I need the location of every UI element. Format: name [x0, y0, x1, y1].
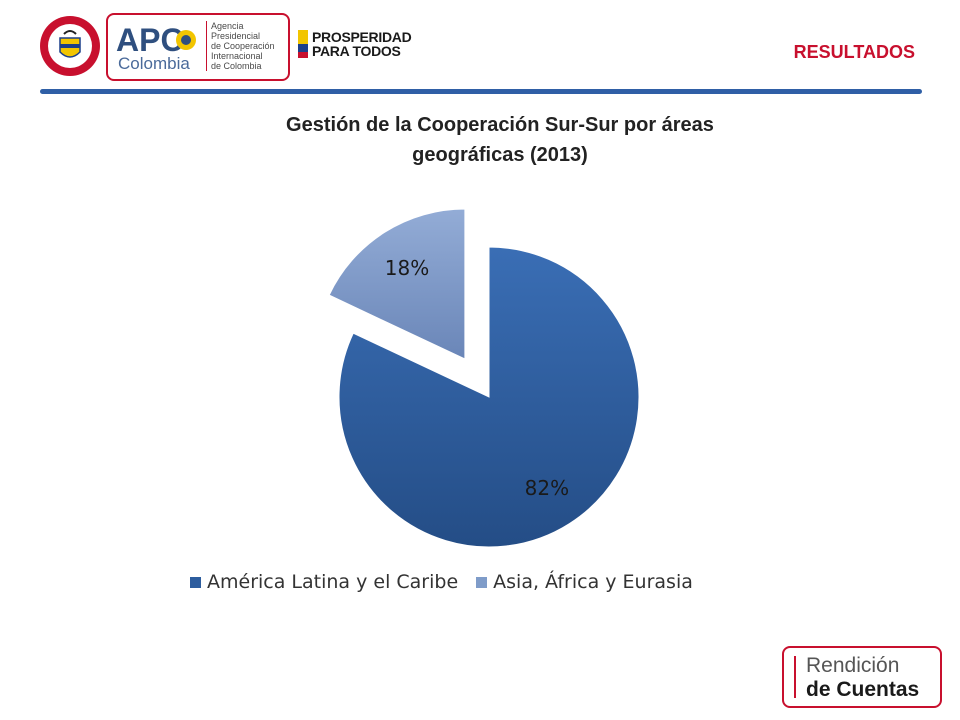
pie-data-label: 82%: [525, 476, 569, 500]
apc-mark-icon: APC Colombia: [116, 22, 196, 73]
prosperidad-logo: PROSPERIDAD PARA TODOS: [312, 29, 412, 59]
rendicion-de-cuentas-badge: Rendición de Cuentas: [782, 646, 942, 708]
apc-line: Agencia: [211, 21, 244, 31]
legend-swatch: [476, 576, 488, 588]
prosperidad-line: PROSPERIDAD: [312, 29, 412, 45]
legend-label: América Latina y el Caribe: [207, 571, 459, 593]
apc-line: Presidencial: [211, 31, 261, 41]
legend-item: América Latina y el Caribe: [190, 571, 458, 593]
pie-slice: [328, 208, 466, 360]
header: APC Colombia Agencia Presidencial de Coo…: [0, 0, 960, 100]
chart-title: Gestión de la Cooperación Sur-Sur por ár…: [200, 110, 800, 170]
apc-name: APC: [116, 22, 184, 58]
legend-label: Asia, África y Eurasia: [493, 571, 693, 593]
prosperidad-line: PARA TODOS: [312, 43, 401, 59]
legend-item: Asia, África y Eurasia: [476, 571, 693, 593]
legend-swatch: [190, 576, 201, 588]
apc-logo: APC Colombia Agencia Presidencial de Coo…: [106, 13, 290, 81]
colombia-seal-logo: [40, 16, 100, 76]
badge-divider: [794, 656, 796, 698]
apc-line: Internacional: [211, 51, 263, 61]
pie-data-label: 18%: [385, 256, 429, 280]
apc-line: de Cooperación: [211, 41, 275, 51]
header-divider: [40, 89, 922, 94]
chart-legend: América Latina y el Caribe Asia, África …: [190, 571, 711, 593]
section-label: RESULTADOS: [793, 42, 915, 62]
apc-line: de Colombia: [211, 61, 262, 71]
badge-line-2: de Cuentas: [806, 678, 920, 701]
badge-line-1: Rendición: [806, 654, 900, 677]
prosperidad-flag-icon: [298, 30, 308, 58]
chart-title-line: Gestión de la Cooperación Sur-Sur por ár…: [286, 114, 714, 136]
chart-title-line: geográficas (2013): [412, 144, 588, 166]
pie-slice: [338, 246, 640, 548]
apc-description: Agencia Presidencial de Cooperación Inte…: [206, 21, 275, 71]
apc-country: Colombia: [118, 54, 190, 73]
